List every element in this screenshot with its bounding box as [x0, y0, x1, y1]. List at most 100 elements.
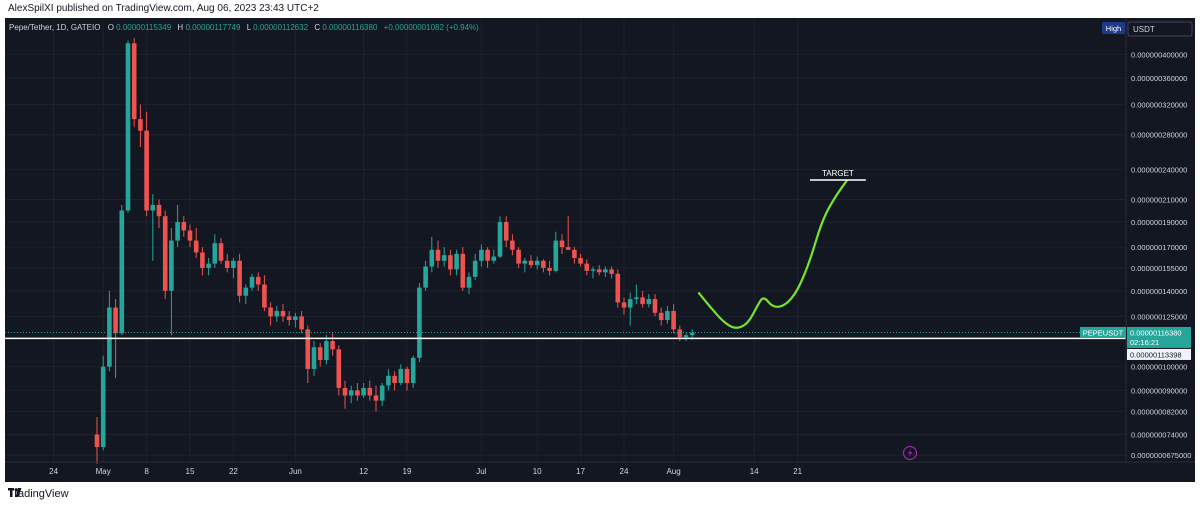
candle-body	[541, 260, 546, 268]
candle-body	[187, 230, 193, 241]
candle	[584, 259, 590, 276]
candle	[193, 228, 199, 258]
legend: Pepe/Tether, 1D, GATEIO O 0.00000115349 …	[9, 23, 479, 32]
candle	[448, 249, 453, 276]
candle	[212, 234, 218, 268]
price-axis[interactable]: 0.000000400000 0.000000360000 0.0000003200…	[1131, 50, 1191, 460]
candle-body	[206, 263, 211, 268]
candle-body	[677, 329, 683, 338]
currency-select[interactable]	[1127, 21, 1193, 37]
candle-body	[175, 222, 180, 241]
projection-curve[interactable]	[697, 179, 849, 329]
candle	[683, 333, 689, 342]
candle	[162, 210, 168, 300]
candle-body	[547, 267, 552, 271]
candle	[503, 216, 509, 248]
candle-body	[293, 316, 298, 321]
candle	[224, 253, 230, 273]
candle-body	[255, 276, 261, 285]
candle-body	[472, 260, 478, 277]
time-tick-label: Jul	[476, 467, 486, 476]
candle	[472, 253, 478, 280]
candle	[181, 216, 187, 237]
price-tick-label: 0.000000090000	[1131, 386, 1187, 395]
candle	[324, 335, 329, 365]
price-tick-label: 0.000000082000	[1131, 407, 1187, 416]
target-label: TARGET	[822, 169, 854, 178]
price-tick-label: 0.000000320000	[1131, 101, 1187, 110]
high-badge[interactable]	[1102, 22, 1125, 34]
candle	[131, 38, 137, 127]
candle	[516, 247, 521, 268]
candle-body	[274, 311, 280, 317]
candle	[541, 259, 546, 273]
candle-body	[268, 307, 273, 317]
candle-body	[466, 276, 472, 288]
candle	[497, 216, 503, 258]
candle-body	[386, 375, 391, 386]
legend-l-label: L	[247, 23, 252, 32]
candle	[621, 297, 627, 315]
candle	[627, 292, 633, 326]
candle-body	[144, 130, 149, 211]
candle	[454, 249, 459, 276]
candle-body	[435, 249, 441, 261]
candle-body	[584, 263, 590, 271]
candle-body	[169, 240, 174, 291]
candle-body	[454, 253, 459, 270]
candle-body	[336, 349, 342, 388]
candle	[491, 249, 497, 264]
candle	[119, 204, 125, 336]
candle-body	[94, 434, 100, 448]
chart-panel[interactable]: TARGET Pepe/Tether, 1D, GATEIO O 0.00000…	[5, 18, 1195, 482]
candle-body	[652, 299, 658, 313]
candle	[249, 273, 255, 291]
legend-change: +0.00000001082 (+0.94%)	[384, 23, 480, 32]
candle-body	[348, 390, 354, 396]
price-tick-label: 0.0000000675000	[1131, 451, 1191, 460]
candle-body	[485, 249, 490, 261]
candle-body	[534, 260, 540, 266]
lightning-icon[interactable]	[902, 445, 918, 461]
candle-body	[231, 260, 236, 268]
symbol-tag	[1080, 326, 1126, 338]
candle-body	[609, 269, 614, 274]
candle	[510, 234, 515, 256]
tradingview-logo[interactable]: TradingView	[8, 488, 69, 500]
time-tick-label: Jun	[289, 467, 302, 476]
price-tick-label: 0.000000190000	[1131, 218, 1187, 227]
candle	[435, 240, 441, 268]
candle	[311, 341, 317, 376]
candle-body	[100, 366, 106, 448]
legend-c-label: C	[314, 23, 320, 32]
candle	[466, 272, 472, 295]
legend-high: 0.00000117749	[185, 23, 241, 32]
candle	[646, 294, 652, 308]
candle	[373, 385, 379, 412]
candle	[274, 305, 280, 322]
candle-body	[429, 249, 435, 267]
candle	[200, 247, 205, 276]
price-tick-label: 0.000000100000	[1131, 363, 1187, 372]
candle-body	[156, 204, 162, 217]
price-chart[interactable]: TARGET Pepe/Tether, 1D, GATEIO O 0.00000…	[5, 18, 1195, 482]
candle	[665, 305, 670, 324]
candle	[410, 355, 416, 388]
time-tick-label: May	[96, 467, 111, 476]
candle	[479, 244, 484, 267]
candle-body	[218, 243, 224, 261]
candle	[305, 325, 311, 384]
legend-low: 0.00000112632	[253, 23, 309, 32]
candle-body	[665, 311, 670, 321]
time-tick-label: 19	[403, 467, 412, 476]
candle	[590, 266, 596, 279]
time-axis[interactable]: 24 May 8 15 22 Jun 12 19 Jul 10 17 24 Aug 14 21	[49, 467, 802, 476]
candle-body	[150, 204, 156, 211]
publish-info: AlexSpilXI published on TradingView.com,…	[8, 3, 319, 14]
candle	[572, 247, 577, 264]
candle	[460, 247, 466, 291]
candle-body	[621, 302, 627, 308]
legend-h-label: H	[177, 23, 183, 32]
candle	[330, 333, 335, 356]
candle-body	[113, 307, 118, 334]
